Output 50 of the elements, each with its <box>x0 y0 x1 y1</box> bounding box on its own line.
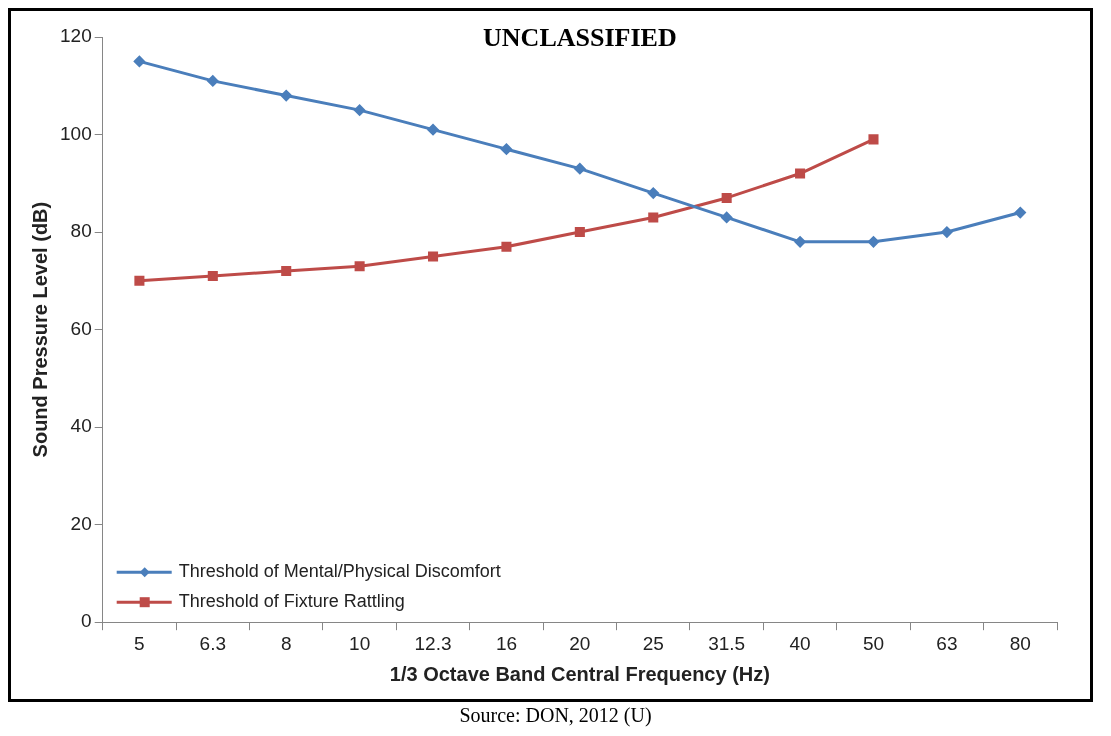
point <box>280 90 292 102</box>
point <box>868 134 879 145</box>
point <box>721 211 733 223</box>
y-tick-label: 40 <box>70 415 92 437</box>
x-tick-label: 16 <box>495 632 518 654</box>
point <box>648 212 659 223</box>
point <box>794 236 806 248</box>
x-tick-label: 80 <box>1009 632 1031 654</box>
x-tick-label: 25 <box>642 632 664 654</box>
x-tick-label: 10 <box>349 632 371 654</box>
point <box>207 75 219 87</box>
point <box>428 251 439 262</box>
point <box>500 143 512 155</box>
point <box>647 187 659 199</box>
x-tick-label: 50 <box>862 632 885 654</box>
y-tick-label: 100 <box>60 122 92 144</box>
point <box>795 168 806 179</box>
y-tick-label: 20 <box>70 512 92 534</box>
point <box>134 275 145 286</box>
point <box>1014 207 1026 219</box>
point <box>574 227 585 238</box>
x-tick-label: 5 <box>134 632 145 654</box>
y-tick-label: 60 <box>70 317 92 339</box>
point <box>354 261 365 272</box>
point <box>354 104 366 116</box>
x-axis-title: 1/3 Octave Band Central Frequency (Hz) <box>389 662 770 685</box>
point <box>574 163 586 175</box>
x-tick-label: 8 <box>280 632 292 654</box>
point <box>941 226 953 238</box>
point <box>867 236 879 248</box>
y-tick-label: 0 <box>81 610 92 632</box>
point <box>207 270 218 281</box>
x-tick-label: 20 <box>569 632 591 654</box>
legend-label: Threshold of Mental/Physical Discomfort <box>178 561 501 582</box>
x-tick-label: 12.3 <box>414 632 452 654</box>
point <box>721 192 732 203</box>
point <box>133 55 145 67</box>
point <box>427 124 439 136</box>
x-tick-label: 31.5 <box>708 632 746 654</box>
x-tick-label: 40 <box>789 632 811 654</box>
y-axis-title: Sound Pressure Level (dB) <box>28 201 51 458</box>
y-tick-label: 120 <box>60 25 92 47</box>
y-tick-label: 80 <box>70 220 92 242</box>
x-tick-label: 63 <box>936 632 958 654</box>
point <box>501 241 512 252</box>
point <box>281 266 292 277</box>
legend-label: Threshold of Fixture Rattling <box>178 591 405 612</box>
source-note: Source: DON, 2012 (U) <box>458 704 653 727</box>
x-tick-label: 6.3 <box>199 632 227 654</box>
chart-title: UNCLASSIFIED <box>483 22 677 52</box>
